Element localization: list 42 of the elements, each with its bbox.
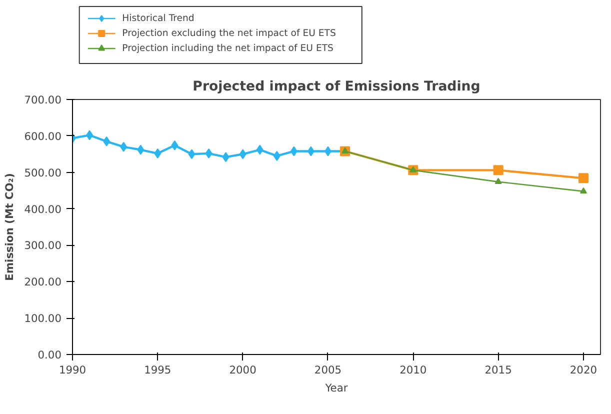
x-tick-label: 2000 xyxy=(229,364,257,376)
legend-label: Historical Trend xyxy=(122,13,194,24)
point xyxy=(324,146,332,156)
y-tick-label: 600.00 xyxy=(24,130,62,143)
point xyxy=(273,150,280,161)
y-tick-label: 700.00 xyxy=(24,94,62,106)
x-tick-label: 2005 xyxy=(314,364,342,376)
x-tick-label: 2020 xyxy=(570,364,598,376)
point xyxy=(307,146,314,156)
x-tick-label: 2015 xyxy=(484,364,512,376)
chart-title: Projected impact of Emissions Trading xyxy=(192,80,480,94)
y-tick-label: 100.00 xyxy=(24,312,62,326)
y-tick-label: 500.00 xyxy=(24,166,62,180)
legend-label: Projection excluding the net impact of EU ETS xyxy=(122,28,336,39)
point xyxy=(256,144,264,155)
point xyxy=(154,148,162,158)
x-tick-label: 2010 xyxy=(400,364,427,376)
point xyxy=(222,152,230,162)
x-tick-label: 1990 xyxy=(58,364,86,376)
point xyxy=(86,130,94,140)
point xyxy=(290,146,298,156)
point xyxy=(410,166,417,172)
point xyxy=(239,149,246,160)
point xyxy=(580,187,587,194)
y-axis-title: Emission (Mt CO₂) xyxy=(3,173,16,281)
y-tick-label: 300.00 xyxy=(24,239,62,252)
legend-label: Projection including the net impact of EU ETS xyxy=(122,43,334,54)
point xyxy=(578,173,588,184)
y-tick-label: 0.00 xyxy=(38,348,62,362)
y-tick-label: 200.00 xyxy=(24,276,62,289)
point xyxy=(494,178,502,184)
point xyxy=(342,147,349,154)
point xyxy=(205,148,212,158)
point xyxy=(103,136,110,146)
x-tick-label: 1995 xyxy=(144,364,172,376)
x-axis-title: Year xyxy=(324,382,348,394)
point xyxy=(137,144,144,155)
point xyxy=(171,140,178,150)
point xyxy=(493,165,504,176)
point xyxy=(120,142,128,152)
y-tick-label: 400.00 xyxy=(24,202,62,216)
point xyxy=(188,149,196,160)
